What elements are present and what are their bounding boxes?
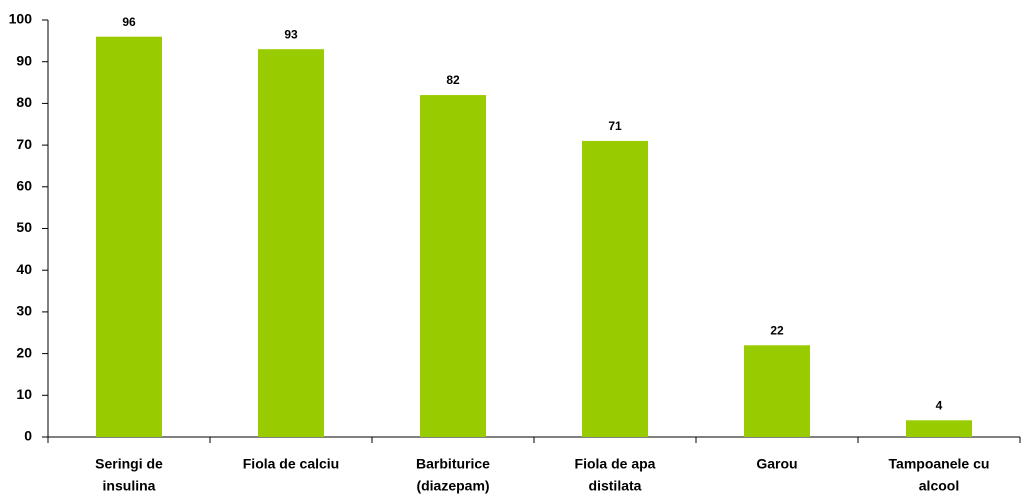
y-tick-label: 60 — [16, 178, 32, 194]
x-tick-label: insulina — [103, 478, 156, 494]
bar — [744, 345, 810, 437]
value-label: 22 — [770, 323, 784, 337]
y-tick-label: 30 — [16, 303, 32, 319]
value-label: 96 — [122, 15, 136, 29]
y-tick-label: 70 — [16, 136, 32, 152]
y-tick-label: 100 — [9, 11, 33, 27]
x-tick-label: alcool — [919, 478, 959, 494]
y-tick-label: 10 — [16, 386, 32, 402]
x-tick-label: Fiola de apa — [575, 456, 656, 472]
y-tick-label: 80 — [16, 94, 32, 110]
y-tick-label: 50 — [16, 219, 32, 235]
x-tick-label: Fiola de calciu — [243, 456, 339, 472]
y-tick-label: 0 — [24, 428, 32, 444]
x-tick-label: (diazepam) — [416, 478, 489, 494]
bar — [582, 140, 648, 437]
value-label: 71 — [608, 119, 622, 133]
y-tick-label: 90 — [16, 52, 32, 68]
x-tick-label: Tampoanele cu — [889, 456, 990, 472]
x-tick-label: Seringi de — [95, 456, 163, 472]
value-label: 93 — [284, 27, 298, 41]
value-label: 82 — [446, 73, 460, 87]
y-tick-label: 20 — [16, 344, 32, 360]
x-tick-label: Barbiturice — [416, 456, 490, 472]
bar — [258, 49, 324, 437]
bar — [420, 95, 486, 437]
x-tick-label: Garou — [756, 456, 797, 472]
bar — [96, 36, 162, 438]
y-tick-label: 40 — [16, 261, 32, 277]
value-label: 4 — [936, 398, 943, 412]
bar — [906, 420, 972, 437]
x-tick-label: distilata — [589, 478, 642, 494]
